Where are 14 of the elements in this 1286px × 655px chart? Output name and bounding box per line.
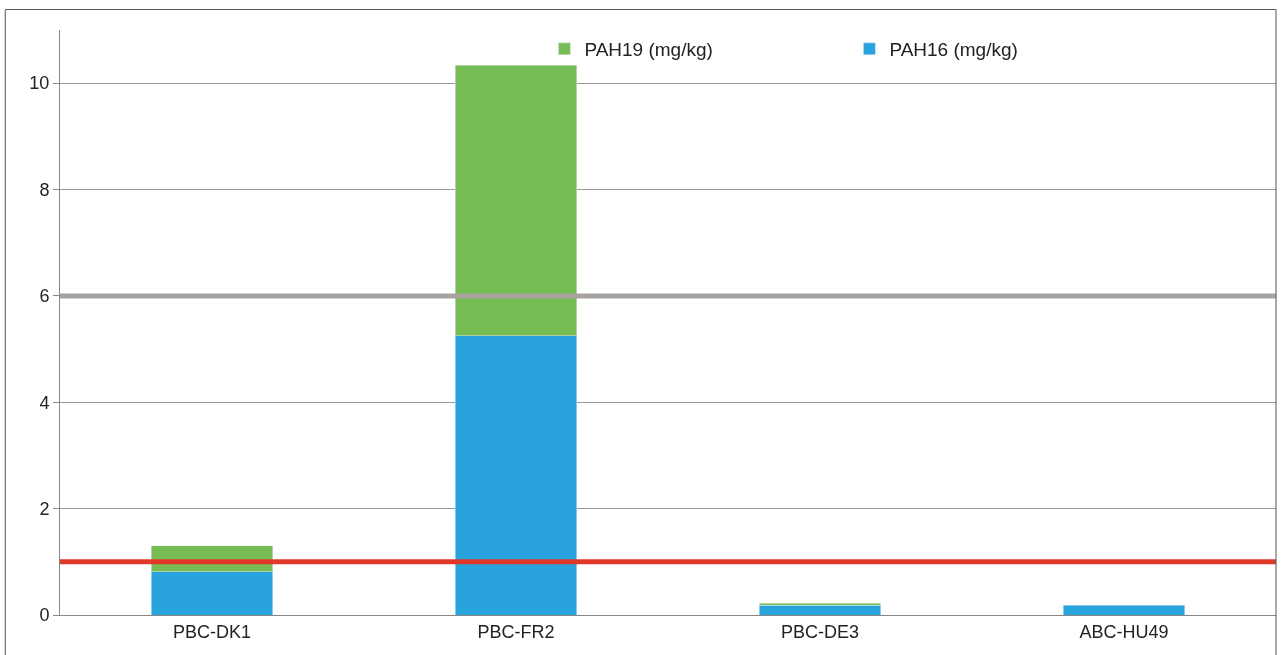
bar	[1062, 605, 1186, 615]
y-tick-label: 4	[39, 392, 50, 413]
y-tick-label: 0	[39, 605, 50, 626]
legend-label: PAH16 (mg/kg)	[889, 39, 1018, 61]
y-tick-label: 10	[29, 73, 50, 94]
x-tick-label: ABC-HU49	[1079, 621, 1169, 642]
legend-label: PAH19 (mg/kg)	[584, 39, 713, 61]
y-tick-label: 8	[39, 179, 50, 200]
y-tick-label: 2	[39, 498, 50, 519]
y-tick-label: 6	[39, 286, 50, 307]
bar	[758, 605, 882, 615]
x-tick-label: PBC-DE3	[780, 621, 860, 642]
x-tick-label: PBC-DK1	[172, 621, 252, 642]
x-tick-label: PBC-FR2	[477, 621, 555, 642]
